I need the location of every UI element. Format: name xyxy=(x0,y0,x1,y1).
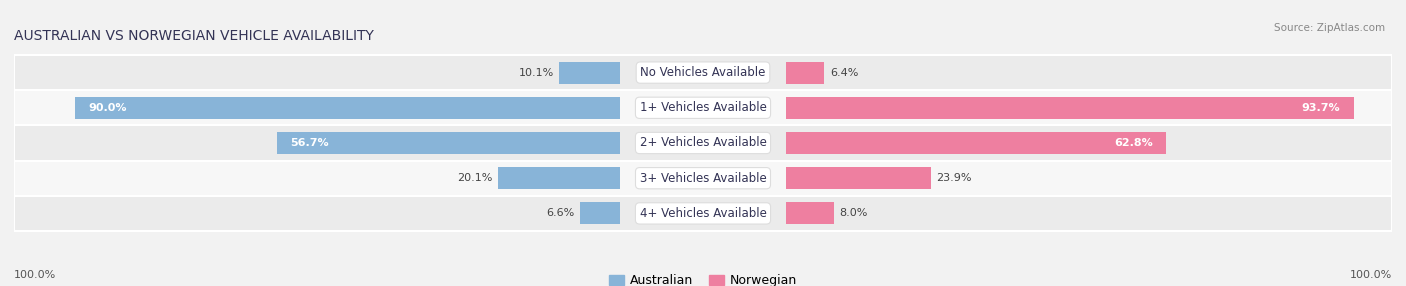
Text: 23.9%: 23.9% xyxy=(936,173,972,183)
FancyBboxPatch shape xyxy=(14,90,1392,125)
Text: 100.0%: 100.0% xyxy=(14,270,56,280)
Legend: Australian, Norwegian: Australian, Norwegian xyxy=(605,269,801,286)
Bar xyxy=(277,132,620,154)
Bar xyxy=(560,62,620,84)
Text: AUSTRALIAN VS NORWEGIAN VEHICLE AVAILABILITY: AUSTRALIAN VS NORWEGIAN VEHICLE AVAILABI… xyxy=(14,29,374,43)
Bar xyxy=(786,97,1354,119)
Text: No Vehicles Available: No Vehicles Available xyxy=(640,66,766,79)
Text: 56.7%: 56.7% xyxy=(291,138,329,148)
Bar xyxy=(75,97,620,119)
Text: 6.6%: 6.6% xyxy=(547,208,575,219)
Text: 1+ Vehicles Available: 1+ Vehicles Available xyxy=(640,101,766,114)
Text: 90.0%: 90.0% xyxy=(89,103,127,113)
Text: 2+ Vehicles Available: 2+ Vehicles Available xyxy=(640,136,766,150)
Bar xyxy=(786,132,1167,154)
FancyBboxPatch shape xyxy=(14,125,1392,161)
FancyBboxPatch shape xyxy=(14,196,1392,231)
Bar xyxy=(786,202,834,224)
Text: Source: ZipAtlas.com: Source: ZipAtlas.com xyxy=(1274,23,1385,33)
Bar xyxy=(581,202,620,224)
Text: 93.7%: 93.7% xyxy=(1302,103,1340,113)
FancyBboxPatch shape xyxy=(14,55,1392,90)
FancyBboxPatch shape xyxy=(14,161,1392,196)
Text: 6.4%: 6.4% xyxy=(830,67,858,78)
Text: 100.0%: 100.0% xyxy=(1350,270,1392,280)
Text: 20.1%: 20.1% xyxy=(457,173,494,183)
Text: 8.0%: 8.0% xyxy=(839,208,868,219)
Bar xyxy=(786,62,824,84)
Text: 4+ Vehicles Available: 4+ Vehicles Available xyxy=(640,207,766,220)
Text: 62.8%: 62.8% xyxy=(1114,138,1153,148)
Text: 3+ Vehicles Available: 3+ Vehicles Available xyxy=(640,172,766,185)
Bar xyxy=(786,167,931,189)
Bar xyxy=(499,167,620,189)
Text: 10.1%: 10.1% xyxy=(519,67,554,78)
